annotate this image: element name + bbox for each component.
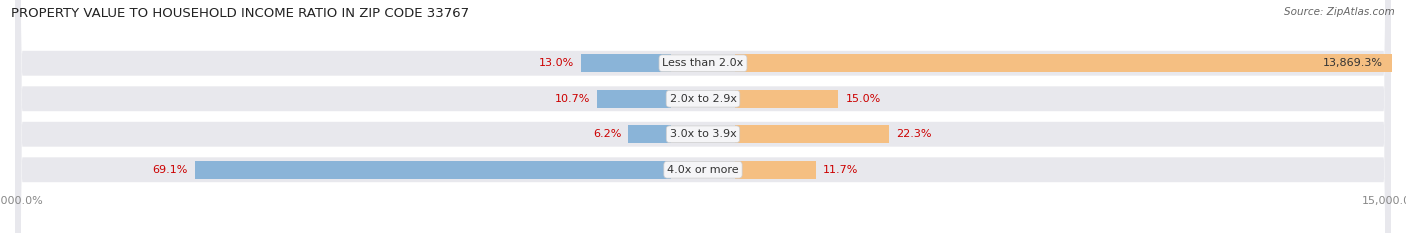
Text: 13,869.3%: 13,869.3%: [1323, 58, 1382, 68]
Bar: [581, 54, 671, 72]
Bar: [735, 161, 815, 179]
Text: 2.0x to 2.9x: 2.0x to 2.9x: [669, 94, 737, 104]
Text: Source: ZipAtlas.com: Source: ZipAtlas.com: [1284, 7, 1395, 17]
Bar: [195, 161, 671, 179]
FancyBboxPatch shape: [15, 0, 1391, 233]
Bar: [735, 90, 838, 108]
Bar: [598, 90, 671, 108]
Text: 22.3%: 22.3%: [896, 129, 931, 139]
Text: 15.0%: 15.0%: [845, 94, 880, 104]
Text: 10.7%: 10.7%: [555, 94, 591, 104]
Bar: [735, 125, 889, 143]
Text: 11.7%: 11.7%: [823, 165, 858, 175]
Text: PROPERTY VALUE TO HOUSEHOLD INCOME RATIO IN ZIP CODE 33767: PROPERTY VALUE TO HOUSEHOLD INCOME RATIO…: [11, 7, 470, 20]
FancyBboxPatch shape: [15, 0, 1391, 233]
Text: 69.1%: 69.1%: [152, 165, 188, 175]
Text: 3.0x to 3.9x: 3.0x to 3.9x: [669, 129, 737, 139]
Text: 4.0x or more: 4.0x or more: [668, 165, 738, 175]
Text: Less than 2.0x: Less than 2.0x: [662, 58, 744, 68]
Bar: [628, 125, 671, 143]
FancyBboxPatch shape: [15, 0, 1391, 233]
Text: 6.2%: 6.2%: [593, 129, 621, 139]
Bar: [735, 54, 1406, 72]
FancyBboxPatch shape: [15, 0, 1391, 233]
Text: 13.0%: 13.0%: [538, 58, 575, 68]
